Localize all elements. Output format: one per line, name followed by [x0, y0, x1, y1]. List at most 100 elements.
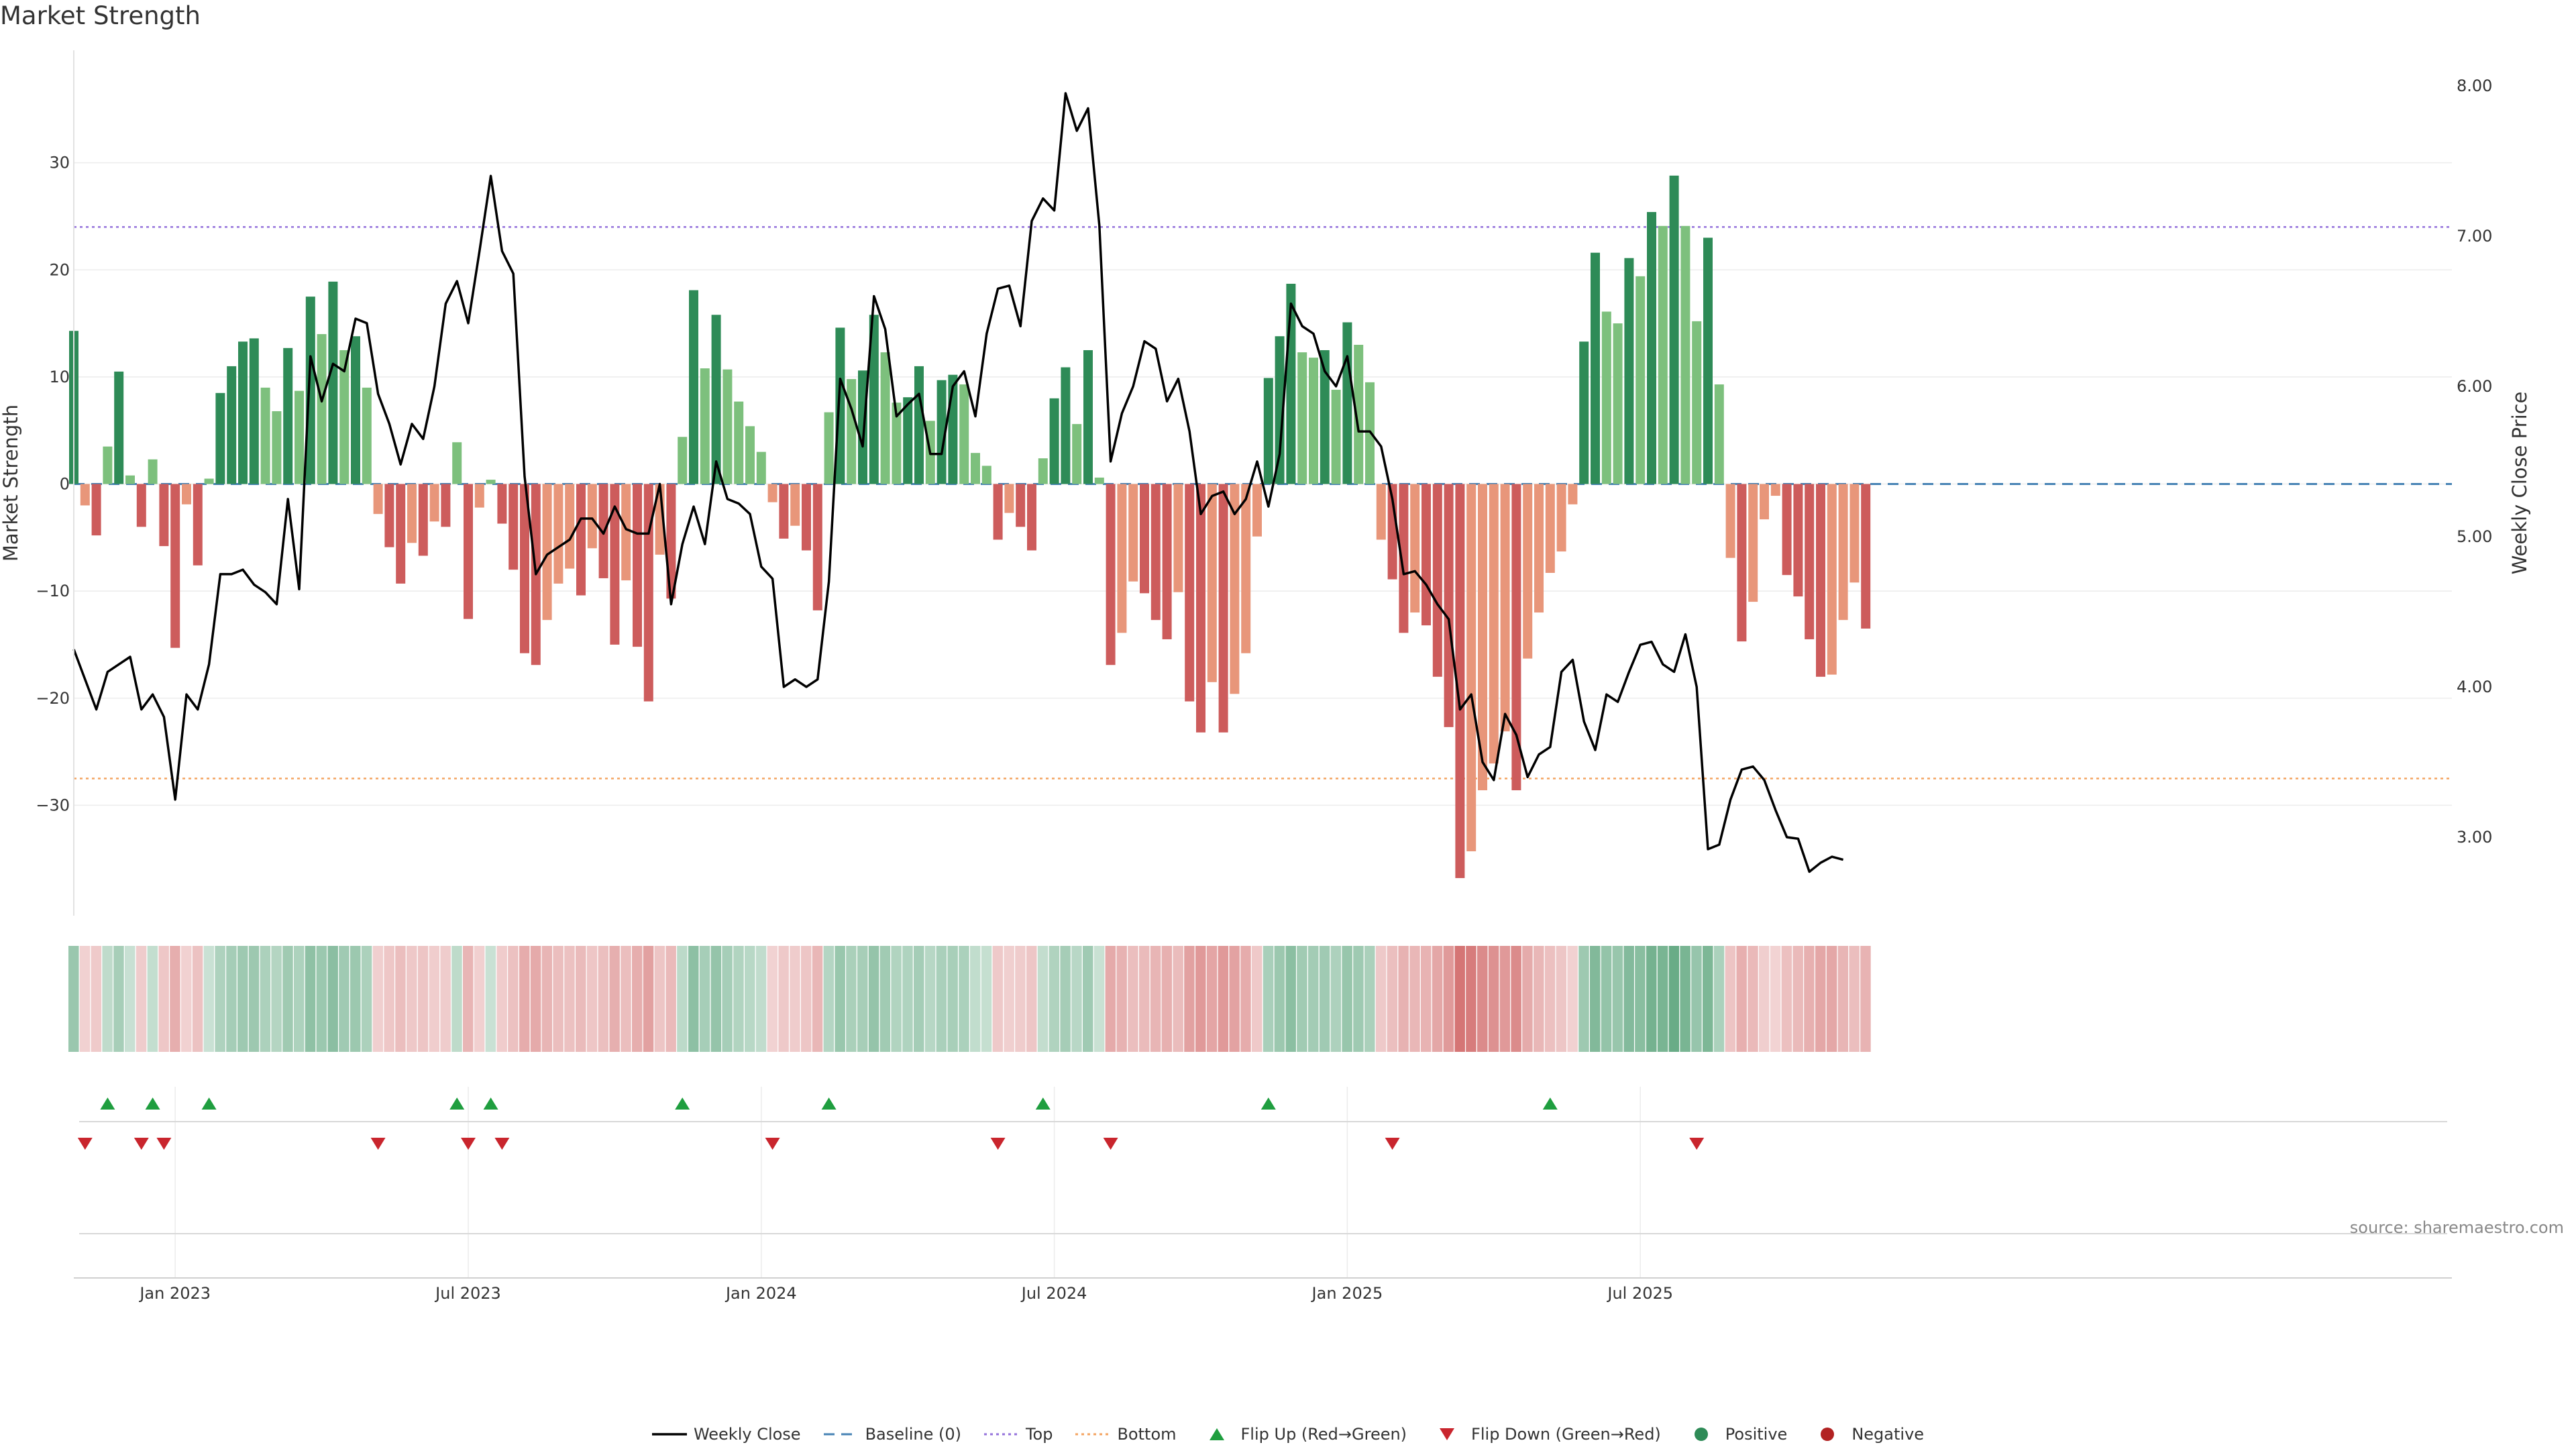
- strength-bar: [1680, 225, 1690, 484]
- chart-legend: Weekly Close Baseline (0) Top Bottom Flip Up…: [0, 1421, 2576, 1448]
- heat-cell: [553, 946, 564, 1052]
- strength-bar: [1511, 484, 1521, 791]
- strength-bar: [227, 366, 237, 484]
- heat-cell: [1511, 946, 1521, 1052]
- heat-cell: [147, 946, 158, 1052]
- heat-cell: [665, 946, 676, 1052]
- heat-cell: [823, 946, 835, 1052]
- heat-cell: [812, 946, 823, 1052]
- strength-bar: [384, 484, 394, 547]
- heat-cell: [654, 946, 665, 1052]
- strength-bar: [1140, 484, 1149, 594]
- legend-label: Weekly Close: [693, 1425, 801, 1444]
- heat-cell: [181, 946, 192, 1052]
- heat-cell: [1173, 946, 1183, 1052]
- heat-cell: [1499, 946, 1511, 1052]
- heat-cell: [1206, 946, 1218, 1052]
- strength-bar: [1320, 350, 1330, 484]
- strength-bar: [1737, 484, 1747, 642]
- heat-cell: [282, 946, 293, 1052]
- heat-cell: [1364, 946, 1375, 1052]
- heat-cell: [102, 946, 113, 1052]
- strength-bar: [610, 484, 620, 645]
- heat-cell: [1770, 946, 1781, 1052]
- heat-cell: [429, 946, 440, 1052]
- strength-bar: [903, 397, 913, 484]
- heat-cell: [91, 946, 102, 1052]
- strength-bar: [565, 484, 575, 569]
- heat-cell: [970, 946, 981, 1052]
- legend-circle-glyph: [1821, 1428, 1835, 1441]
- strength-bar: [1748, 484, 1758, 602]
- legend-label: Flip Up (Red→Green): [1240, 1425, 1407, 1444]
- strength-bar: [722, 369, 733, 484]
- heat-cell: [677, 946, 688, 1052]
- heat-cell: [248, 946, 260, 1052]
- heat-cell: [710, 946, 722, 1052]
- strength-bar: [1725, 484, 1735, 558]
- heat-cell: [745, 946, 755, 1052]
- strength-bar: [576, 484, 586, 596]
- legend-up-glyph: [1209, 1428, 1224, 1440]
- heat-cell: [609, 946, 620, 1052]
- flip-down-marker: [494, 1138, 510, 1150]
- strength-bar: [193, 484, 203, 566]
- heat-cell: [136, 946, 147, 1052]
- heat-cell: [451, 946, 462, 1052]
- heat-cell: [1556, 946, 1567, 1052]
- strength-bar: [1568, 484, 1578, 504]
- heat-cell: [1353, 946, 1364, 1052]
- strength-bar: [1185, 484, 1195, 702]
- strength-bar: [486, 480, 496, 484]
- strength-bar: [1094, 477, 1104, 484]
- heat-cell: [1083, 946, 1093, 1052]
- chart-title: Market Strength: [0, 1, 201, 30]
- heat-cell: [384, 946, 394, 1052]
- flip-up-marker: [449, 1097, 465, 1110]
- legend-label: Positive: [1725, 1425, 1788, 1444]
- strength-bar: [1207, 484, 1217, 682]
- heat-cell: [113, 946, 124, 1052]
- heat-cell: [1398, 946, 1409, 1052]
- heat-cell: [902, 946, 913, 1052]
- heat-cell: [1792, 946, 1803, 1052]
- strength-bar: [1500, 484, 1510, 732]
- heat-cell: [1522, 946, 1533, 1052]
- y-tick-label: 20: [49, 260, 70, 279]
- heat-cell: [643, 946, 654, 1052]
- heat-cell: [1466, 946, 1477, 1052]
- heat-cell: [474, 946, 485, 1052]
- heat-cell: [1015, 946, 1026, 1052]
- strength-bar: [779, 484, 789, 539]
- strength-bar: [1376, 484, 1386, 540]
- strength-bar: [1083, 350, 1093, 484]
- heat-cell: [621, 946, 631, 1052]
- heat-cell: [1725, 946, 1736, 1052]
- strength-bar: [914, 366, 924, 484]
- heat-cell: [778, 946, 789, 1052]
- strength-bar: [711, 315, 721, 484]
- strength-bar: [1669, 175, 1679, 484]
- strength-bar: [148, 459, 158, 484]
- strength-bar: [1760, 484, 1769, 520]
- heat-cell: [1826, 946, 1837, 1052]
- strength-bar: [1004, 484, 1014, 513]
- heat-cell: [1860, 946, 1871, 1052]
- strength-bar: [1489, 484, 1499, 764]
- strength-bar: [497, 484, 507, 524]
- strength-bar: [1556, 484, 1566, 552]
- y2-tick-label: 7.00: [2457, 227, 2492, 246]
- strength-bar: [1173, 484, 1183, 592]
- chart-axes: −30 −20 −10 0 10 20 30 3.00 4.00 5.00 6.00 7.00 8.00…: [36, 50, 2492, 1303]
- heat-cell: [1330, 946, 1342, 1052]
- heat-cell: [407, 946, 417, 1052]
- strength-bar: [272, 411, 282, 484]
- strength-bar: [767, 484, 777, 502]
- heat-cell: [598, 946, 609, 1052]
- legend-swatch: [1075, 1433, 1111, 1436]
- strength-bar: [339, 350, 350, 484]
- strength-bar: [1252, 484, 1262, 537]
- heat-cell: [1601, 946, 1612, 1052]
- heat-cell: [125, 946, 136, 1052]
- strength-bar: [1128, 484, 1138, 582]
